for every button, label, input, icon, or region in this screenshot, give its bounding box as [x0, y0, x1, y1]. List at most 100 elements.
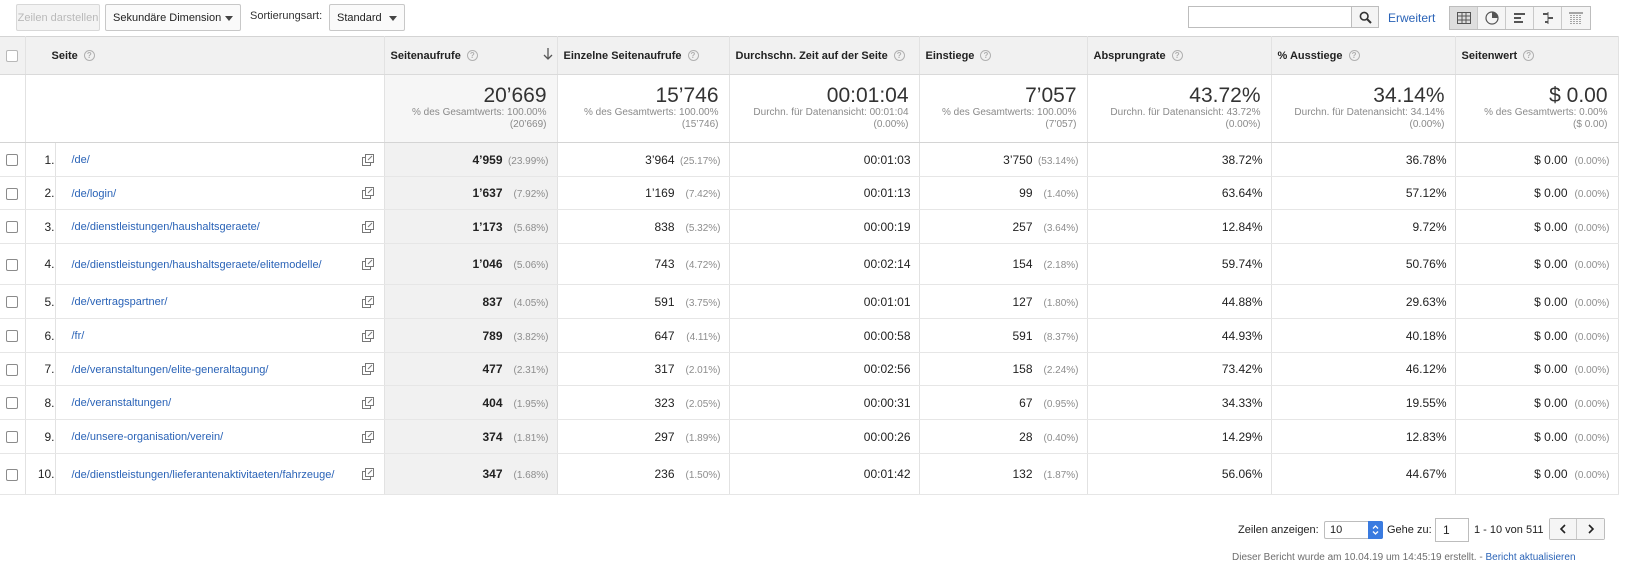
page-value-share: (0.00%) — [1574, 222, 1610, 234]
help-icon[interactable]: ? — [83, 50, 95, 62]
open-external-icon[interactable] — [361, 329, 374, 342]
entrances-cell: 132 (1.87%) — [919, 453, 1088, 495]
pie-view-button[interactable] — [1478, 7, 1506, 29]
row-checkbox[interactable] — [6, 363, 19, 376]
secondary-dimension-dropdown[interactable]: Sekundäre Dimension — [105, 4, 241, 31]
search-button[interactable] — [1352, 6, 1379, 28]
col-header-exit-rate[interactable]: % Ausstiege? — [1271, 36, 1456, 75]
col-header-page-value[interactable]: Seitenwert? — [1455, 36, 1619, 75]
next-page-button[interactable] — [1577, 519, 1604, 539]
table-row[interactable]: 4. /de/dienstleistungen/haushaltsgeraete/… — [0, 243, 1619, 285]
pageviews-cell: 347 (1.68%) — [384, 453, 558, 495]
page-path-link[interactable]: /de/unsere-organisation/verein/ — [71, 431, 224, 443]
avg-time-value: 00:02:14 — [863, 257, 911, 271]
row-checkbox[interactable] — [6, 221, 19, 234]
previous-page-button[interactable] — [1550, 519, 1577, 539]
row-checkbox[interactable] — [6, 296, 19, 309]
page-path-link[interactable]: /de/dienstleistungen/haushaltsgeraete/el… — [71, 258, 322, 271]
table-row[interactable]: 5. /de/vertragspartner/837 (4.05%) 591 (3.75… — [0, 284, 1619, 319]
open-external-icon[interactable] — [361, 396, 374, 409]
page-cell: /de/dienstleistungen/lieferantenaktivita… — [55, 453, 385, 495]
avg-time-value: 00:02:56 — [863, 362, 911, 376]
exit-rate-value: 36.78% — [1405, 152, 1447, 167]
open-external-icon[interactable] — [361, 258, 374, 270]
page-path-link[interactable]: /de/dienstleistungen/haushaltsgeraete/ — [71, 221, 260, 233]
rows-display-button[interactable]: Zeilen darstellen — [16, 4, 100, 31]
search-input[interactable] — [1188, 6, 1352, 28]
table-view-button[interactable] — [1450, 7, 1478, 29]
comparison-view-button[interactable] — [1534, 7, 1562, 29]
table-row[interactable]: 7. /de/veranstaltungen/elite-generaltagun… — [0, 352, 1619, 386]
help-icon[interactable]: ? — [893, 50, 905, 62]
rows-per-page-select[interactable]: 10 — [1324, 521, 1383, 539]
page-path-link[interactable]: /de/vertragspartner/ — [71, 296, 168, 308]
col-header-entrances[interactable]: Einstiege? — [919, 36, 1088, 75]
table-row[interactable]: 10. /de/dienstleistungen/lieferantenaktiv… — [0, 453, 1619, 495]
col-header-bounce-rate[interactable]: Absprungrate? — [1087, 36, 1272, 75]
page-path-link[interactable]: /de/dienstleistungen/lieferantenaktivita… — [71, 468, 335, 481]
col-header-unique-pageviews[interactable]: Einzelne Seitenaufrufe? — [557, 36, 730, 75]
open-external-icon[interactable] — [361, 430, 374, 443]
row-checkbox[interactable] — [6, 187, 19, 200]
page-value-cell: $ 0.00 (0.00%) — [1455, 284, 1619, 319]
entrances-share: (2.24%) — [1043, 365, 1079, 376]
total-absolute: (7’057) — [1045, 119, 1077, 130]
row-checkbox[interactable] — [6, 468, 19, 481]
report-toolbar: Zeilen darstellen Sekundäre Dimension So… — [0, 0, 1633, 36]
table-row[interactable]: 6. /fr/789 (3.82%) 647 (4.11%) 00:00:58 591 (8.… — [0, 318, 1619, 353]
table-row[interactable]: 1. /de/4’959 (23.99%) 3’964 (25.17%) 00:01:03… — [0, 142, 1619, 177]
row-checkbox[interactable] — [6, 154, 19, 167]
row-checkbox[interactable] — [6, 258, 19, 271]
row-checkbox[interactable] — [6, 431, 19, 444]
unique-pageviews-value: 1’169 — [645, 186, 675, 200]
bounce-rate-cell: 63.64% — [1087, 176, 1272, 210]
refresh-report-link[interactable]: Bericht aktualisieren — [1485, 552, 1576, 563]
page-path-link[interactable]: /de/veranstaltungen/ — [71, 397, 172, 409]
open-external-icon[interactable] — [361, 187, 374, 199]
col-header-unique-pageviews-label: Einzelne Seitenaufrufe — [563, 49, 682, 62]
page-path-link[interactable]: /de/ — [71, 154, 90, 166]
table-row[interactable]: 2. /de/login/1’637 (7.92%) 1’169 (7.42%) 00:0… — [0, 176, 1619, 210]
pageviews-cell: 404 (1.95%) — [384, 385, 558, 420]
help-icon[interactable]: ? — [980, 50, 992, 62]
pageviews-value: 789 — [482, 328, 503, 343]
row-checkbox[interactable] — [6, 330, 19, 343]
open-external-icon[interactable] — [361, 153, 374, 166]
help-icon[interactable]: ? — [1348, 50, 1360, 62]
open-external-icon[interactable] — [361, 220, 374, 233]
col-header-page[interactable]: Seite? — [25, 36, 385, 75]
sort-type-label: Sortierungsart: — [250, 10, 323, 22]
col-header-bounce-rate-label: Absprungrate — [1093, 49, 1166, 62]
exit-rate-value: 46.12% — [1405, 362, 1447, 376]
select-all-checkbox[interactable] — [6, 49, 19, 62]
pivot-view-button[interactable] — [1562, 7, 1590, 29]
help-icon[interactable]: ? — [466, 50, 478, 62]
open-external-icon[interactable] — [361, 295, 374, 308]
help-icon[interactable]: ? — [687, 50, 699, 62]
goto-page-input[interactable]: 1 — [1435, 518, 1469, 542]
bounce-rate-value: 38.72% — [1221, 152, 1263, 167]
page-path-link[interactable]: /fr/ — [71, 330, 85, 342]
pageviews-value: 4’959 — [472, 152, 503, 167]
table-row[interactable]: 9. /de/unsere-organisation/verein/374 (1.8… — [0, 419, 1619, 454]
performance-view-button[interactable] — [1506, 7, 1534, 29]
table-row[interactable]: 3. /de/dienstleistungen/haushaltsgeraete/… — [0, 209, 1619, 244]
help-icon[interactable]: ? — [1171, 50, 1183, 62]
advanced-filter-link[interactable]: Erweitert — [1388, 11, 1436, 25]
open-external-icon[interactable] — [361, 468, 374, 480]
page-value-cell: $ 0.00 (0.00%) — [1455, 352, 1619, 386]
open-external-icon[interactable] — [361, 363, 374, 375]
table-row[interactable]: 8. /de/veranstaltungen/404 (1.95%) 323 (2.05… — [0, 385, 1619, 420]
help-icon[interactable]: ? — [1523, 50, 1535, 62]
sort-type-dropdown[interactable]: Standard — [329, 4, 405, 31]
total-exit-rate: 34.14% Durchn. für Datenansicht: 34.14% (0… — [1271, 74, 1456, 143]
report-table: Seite? Seitenaufrufe? Einzelne Seitenauf… — [0, 36, 1619, 495]
col-header-avg-time[interactable]: Durchschn. Zeit auf der Seite? — [729, 36, 920, 75]
total-share: % des Gesamtwerts: 0.00% — [1484, 107, 1608, 118]
page-path-link[interactable]: /de/login/ — [71, 187, 117, 200]
page-path-link[interactable]: /de/veranstaltungen/elite-generaltagung/ — [71, 363, 269, 376]
pagination-buttons — [1549, 518, 1605, 540]
col-header-pageviews[interactable]: Seitenaufrufe? — [384, 36, 558, 75]
row-checkbox[interactable] — [6, 397, 19, 410]
avg-time-value: 00:00:26 — [863, 429, 911, 444]
